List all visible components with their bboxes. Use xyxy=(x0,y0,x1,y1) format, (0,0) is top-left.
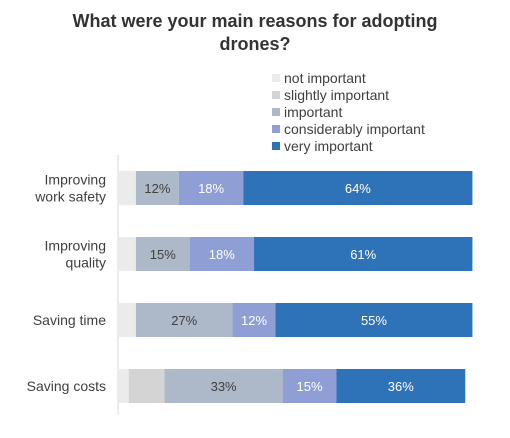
chart-title-line: drones? xyxy=(219,34,290,54)
data-label: 18% xyxy=(198,181,224,196)
legend-item: considerably important xyxy=(272,121,425,137)
bars: 12% 18% 64% 15% 18% 61% 27% 12% 55% 33% 15% 36% xyxy=(118,171,473,403)
bar-segment xyxy=(164,369,283,403)
bar-segment xyxy=(118,171,136,205)
bar-segment xyxy=(135,303,233,337)
legend-label: not important xyxy=(284,70,366,86)
bar-segment xyxy=(135,237,190,271)
data-label: 12% xyxy=(241,313,267,328)
bar-segment xyxy=(232,303,276,337)
bar-segment xyxy=(118,369,129,403)
bar-segment xyxy=(118,237,136,271)
bar-segment xyxy=(135,171,179,205)
data-label: 15% xyxy=(297,379,323,394)
legend-label: important xyxy=(284,104,342,120)
data-label: 33% xyxy=(211,379,237,394)
data-label: 55% xyxy=(361,313,387,328)
bar-segment xyxy=(336,369,466,403)
legend-swatch xyxy=(272,142,280,150)
data-label: 27% xyxy=(171,313,197,328)
legend-swatch xyxy=(272,74,280,82)
legend-item: very important xyxy=(272,138,373,154)
bar-segment xyxy=(282,369,337,403)
legend-item: not important xyxy=(272,70,366,86)
category-label: work safety xyxy=(34,189,106,205)
legend-swatch xyxy=(272,108,280,116)
data-label: 12% xyxy=(144,181,170,196)
data-label: 15% xyxy=(150,247,176,262)
bar-segment xyxy=(128,369,165,403)
legend-swatch xyxy=(272,125,280,133)
legend-item: slightly important xyxy=(272,87,389,103)
category-label: Improving xyxy=(45,238,106,254)
chart-title: What were your main reasons for adopting… xyxy=(72,11,437,54)
category-label: quality xyxy=(66,255,106,271)
bar-segment xyxy=(118,303,136,337)
chart-title-line: What were your main reasons for adopting xyxy=(72,11,437,31)
bar-segment xyxy=(275,303,473,337)
bar-segment xyxy=(178,171,244,205)
data-label: 61% xyxy=(350,247,376,262)
legend-label: considerably important xyxy=(284,121,425,137)
data-label: 18% xyxy=(209,247,235,262)
legend-label: slightly important xyxy=(284,87,389,103)
bar-segment xyxy=(243,171,473,205)
category-label: Saving time xyxy=(33,312,106,328)
legend-swatch xyxy=(272,91,280,99)
category-label: Saving costs xyxy=(27,378,106,394)
category-label: Improving xyxy=(45,172,106,188)
bar-segment xyxy=(254,237,473,271)
data-label: 36% xyxy=(388,379,414,394)
data-label: 64% xyxy=(345,181,371,196)
legend-item: important xyxy=(272,104,342,120)
legend-label: very important xyxy=(284,138,373,154)
bar-segment xyxy=(189,237,255,271)
